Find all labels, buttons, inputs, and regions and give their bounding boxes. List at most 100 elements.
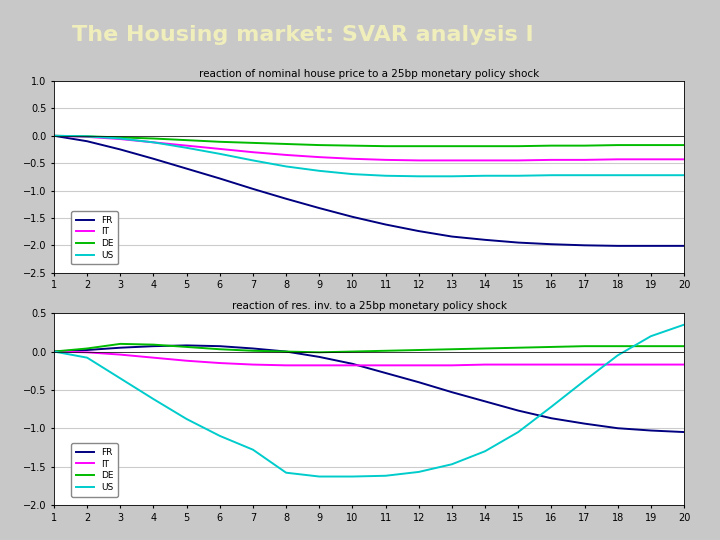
FR bbox=[50, 132, 58, 139]
IT bbox=[83, 349, 91, 355]
FR bbox=[315, 205, 323, 211]
IT bbox=[580, 157, 589, 163]
IT bbox=[415, 362, 423, 369]
DE bbox=[514, 345, 523, 351]
US bbox=[116, 136, 125, 142]
DE bbox=[547, 143, 556, 149]
DE bbox=[415, 143, 423, 150]
IT bbox=[613, 361, 622, 368]
IT bbox=[481, 157, 490, 164]
US bbox=[282, 163, 290, 170]
DE bbox=[315, 349, 323, 355]
FR bbox=[182, 165, 191, 172]
DE bbox=[348, 143, 356, 149]
DE bbox=[680, 142, 688, 149]
US bbox=[182, 416, 191, 422]
FR bbox=[282, 348, 290, 355]
FR bbox=[514, 407, 523, 414]
DE bbox=[580, 343, 589, 349]
US bbox=[680, 321, 688, 328]
Legend: FR, IT, DE, US: FR, IT, DE, US bbox=[71, 443, 118, 497]
FR bbox=[481, 398, 490, 404]
US bbox=[580, 377, 589, 384]
DE bbox=[481, 143, 490, 150]
IT bbox=[116, 352, 125, 358]
US bbox=[50, 132, 58, 139]
FR bbox=[116, 146, 125, 153]
US bbox=[448, 173, 456, 179]
US bbox=[613, 352, 622, 359]
IT bbox=[248, 149, 257, 156]
US bbox=[248, 447, 257, 453]
IT bbox=[613, 156, 622, 163]
DE bbox=[83, 133, 91, 139]
US bbox=[248, 157, 257, 164]
FR bbox=[83, 347, 91, 353]
US bbox=[680, 172, 688, 178]
US bbox=[647, 333, 655, 340]
DE bbox=[182, 343, 191, 350]
FR bbox=[348, 361, 356, 367]
US bbox=[647, 172, 655, 178]
IT bbox=[547, 157, 556, 163]
IT bbox=[50, 348, 58, 355]
IT bbox=[282, 362, 290, 369]
IT bbox=[448, 157, 456, 164]
DE bbox=[647, 142, 655, 149]
FR bbox=[282, 195, 290, 202]
DE bbox=[580, 143, 589, 149]
FR bbox=[680, 429, 688, 435]
DE bbox=[647, 343, 655, 349]
DE bbox=[382, 348, 390, 354]
US bbox=[415, 173, 423, 179]
FR bbox=[50, 348, 58, 355]
DE bbox=[215, 139, 224, 145]
FR bbox=[613, 425, 622, 431]
FR bbox=[415, 228, 423, 234]
US bbox=[215, 151, 224, 157]
IT bbox=[149, 139, 158, 146]
Line: DE: DE bbox=[54, 136, 684, 146]
US bbox=[215, 433, 224, 439]
DE bbox=[382, 143, 390, 150]
DE bbox=[116, 134, 125, 140]
IT bbox=[83, 133, 91, 140]
FR bbox=[547, 415, 556, 422]
Line: FR: FR bbox=[54, 136, 684, 246]
DE bbox=[415, 347, 423, 353]
IT bbox=[680, 361, 688, 368]
Line: DE: DE bbox=[54, 344, 684, 352]
DE bbox=[116, 341, 125, 347]
IT bbox=[248, 361, 257, 368]
IT bbox=[116, 136, 125, 143]
DE bbox=[215, 346, 224, 353]
DE bbox=[547, 343, 556, 350]
US bbox=[83, 133, 91, 139]
DE bbox=[83, 345, 91, 352]
DE bbox=[680, 343, 688, 349]
FR bbox=[481, 237, 490, 243]
US bbox=[348, 473, 356, 480]
FR bbox=[215, 343, 224, 349]
US bbox=[547, 403, 556, 410]
FR bbox=[215, 176, 224, 182]
IT bbox=[348, 362, 356, 369]
US bbox=[282, 469, 290, 476]
US bbox=[382, 172, 390, 179]
US bbox=[315, 473, 323, 480]
US bbox=[415, 469, 423, 475]
IT bbox=[680, 156, 688, 163]
US bbox=[613, 172, 622, 178]
FR bbox=[514, 239, 523, 246]
US bbox=[348, 171, 356, 177]
IT bbox=[315, 362, 323, 369]
DE bbox=[613, 142, 622, 149]
US bbox=[182, 145, 191, 151]
IT bbox=[514, 157, 523, 164]
DE bbox=[282, 348, 290, 355]
IT bbox=[448, 362, 456, 369]
Line: US: US bbox=[54, 325, 684, 476]
IT bbox=[647, 156, 655, 163]
FR bbox=[580, 242, 589, 248]
Line: FR: FR bbox=[54, 346, 684, 432]
